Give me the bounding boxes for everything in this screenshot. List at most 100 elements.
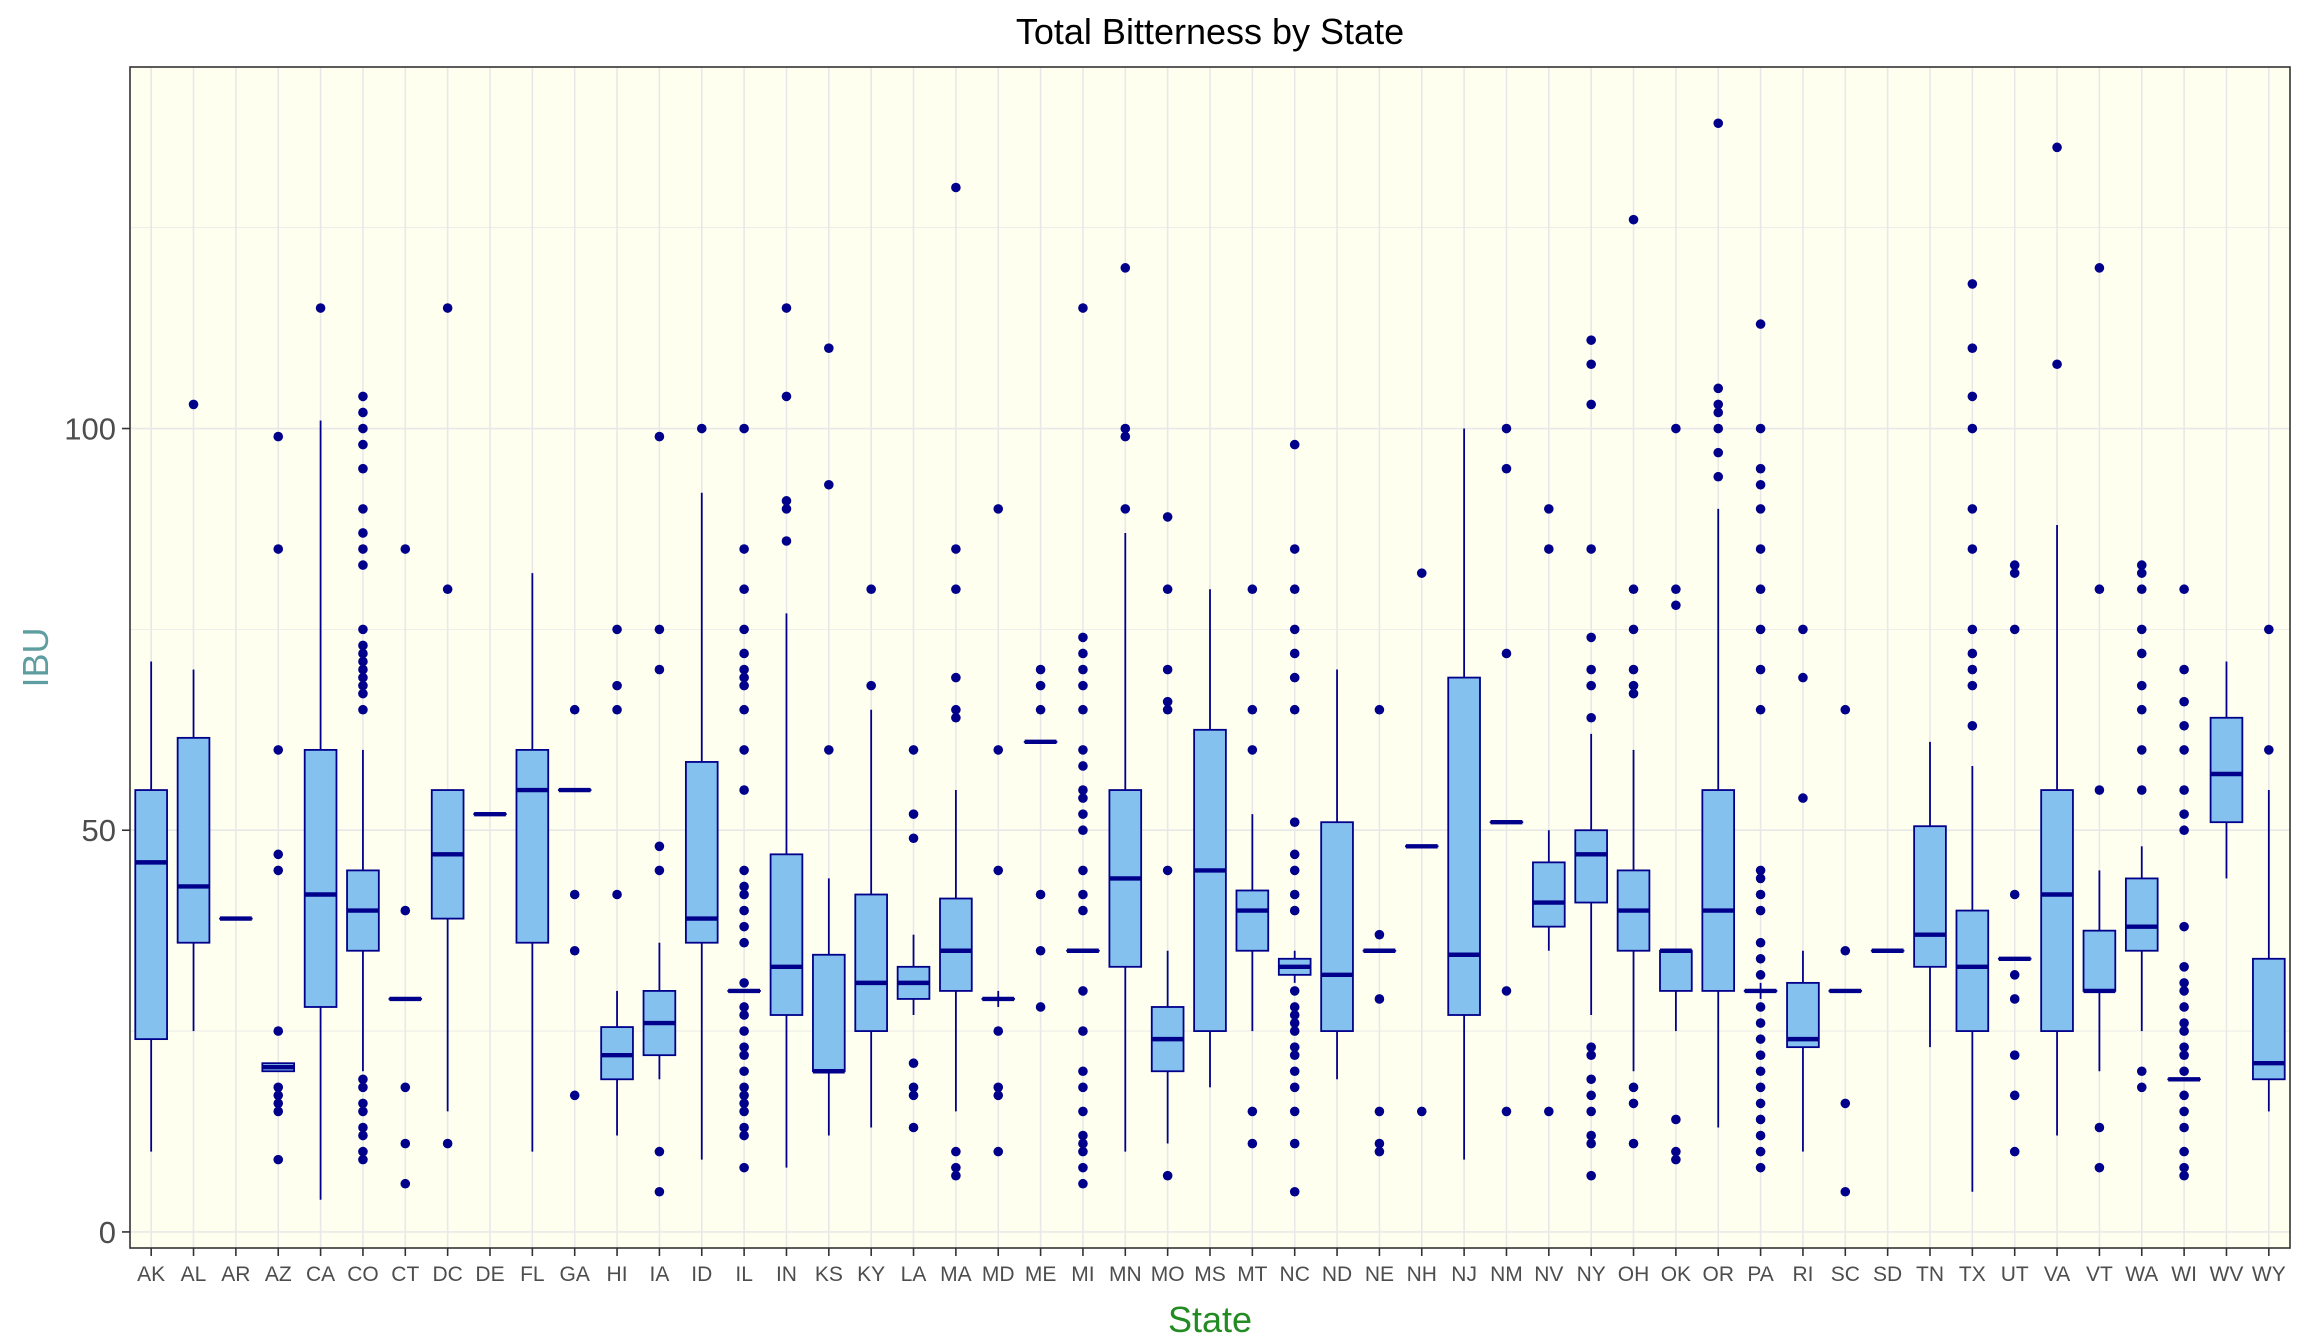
box-DC: [430, 303, 465, 1149]
outlier-point: [358, 1106, 368, 1117]
outlier-point: [2179, 1018, 2189, 1028]
outlier-point: [1586, 544, 1596, 554]
outlier-point: [739, 1162, 749, 1173]
outlier-point: [1289, 865, 1300, 876]
outlier-point: [1628, 214, 1639, 225]
outlier-point: [1289, 1026, 1300, 1036]
outlier-point: [739, 704, 749, 715]
outlier-point: [2179, 986, 2189, 996]
x-tick-label: LA: [901, 1263, 927, 1286]
outlier-point: [1078, 745, 1088, 755]
outlier-point: [1247, 745, 1258, 755]
outlier-point: [1374, 1138, 1385, 1149]
outlier-point: [2179, 1042, 2189, 1052]
x-tick-label: OK: [1661, 1263, 1691, 1286]
outlier-point: [1755, 1114, 1766, 1125]
outlier-point: [1247, 1106, 1258, 1117]
outlier-point: [739, 1082, 749, 1093]
outlier-point: [1755, 704, 1766, 715]
y-tick-label: 50: [82, 813, 116, 848]
box-KY: [854, 584, 888, 1128]
outlier-point: [993, 504, 1004, 514]
box-FL: [515, 573, 550, 1152]
outlier-point: [2179, 745, 2189, 755]
outlier-point: [2179, 1090, 2189, 1101]
outlier-point: [2179, 1066, 2189, 1077]
outlier-point: [1544, 1106, 1554, 1117]
box-IN: [769, 303, 804, 1168]
outlier-point: [358, 504, 368, 514]
outlier-point: [2179, 584, 2189, 595]
outlier-point: [739, 1106, 749, 1117]
outlier-point: [1713, 447, 1724, 458]
box-body: [2040, 789, 2074, 1032]
outlier-point: [951, 182, 961, 193]
outlier-point: [951, 704, 961, 715]
box-GA: [557, 704, 592, 1101]
outlier-point: [273, 1154, 284, 1165]
outlier-point: [1289, 817, 1300, 827]
box-MN: [1108, 263, 1143, 1152]
outlier-point: [1967, 343, 1978, 353]
outlier-point: [993, 745, 1004, 755]
outlier-point: [2009, 1090, 2020, 1101]
outlier-point: [1374, 994, 1385, 1004]
box-SC: [1828, 704, 1863, 1197]
outlier-point: [1755, 1018, 1766, 1028]
outlier-point: [2179, 720, 2189, 731]
x-tick-label: NV: [1534, 1263, 1563, 1286]
box-NH: [1404, 568, 1439, 1117]
outlier-point: [1628, 624, 1639, 635]
outlier-point: [1755, 423, 1766, 434]
box-RI: [1786, 624, 1820, 1152]
x-tick-label: DC: [432, 1263, 462, 1286]
outlier-point: [1374, 929, 1385, 940]
outlier-point: [188, 399, 199, 410]
outlier-point: [1671, 1114, 1681, 1125]
x-tick-label: AK: [137, 1263, 165, 1286]
outlier-point: [1162, 512, 1173, 522]
outlier-point: [2094, 785, 2105, 795]
x-tick-label: WI: [2171, 1263, 2197, 1286]
outlier-point: [2179, 921, 2189, 932]
outlier-point: [1289, 986, 1300, 996]
outlier-point: [1755, 873, 1766, 884]
outlier-point: [1035, 1002, 1046, 1012]
outlier-point: [1120, 423, 1131, 434]
box-NY: [1574, 335, 1608, 1181]
outlier-point: [2179, 1050, 2189, 1060]
outlier-point: [358, 688, 368, 699]
axes-layer: 0 50 100 AK AL AR AZ CA CO CT DC DE FL GA HI IA ID IL IN KS…: [64, 412, 2285, 1286]
outlier-point: [1967, 504, 1978, 514]
y-tick-label: 100: [64, 412, 116, 447]
outlier-point: [2179, 825, 2189, 836]
x-tick-label: AL: [181, 1263, 207, 1286]
outlier-point: [1586, 1130, 1596, 1141]
outlier-point: [358, 664, 368, 675]
outlier-point: [1755, 889, 1766, 900]
x-tick-label: SD: [1873, 1263, 1902, 1286]
box-WA: [2124, 560, 2159, 1093]
outlier-point: [2136, 648, 2147, 659]
outlier-point: [1713, 383, 1724, 394]
outlier-point: [1078, 648, 1088, 659]
outlier-point: [781, 303, 792, 313]
outlier-point: [1078, 704, 1088, 715]
box-body: [515, 748, 550, 944]
outlier-point: [442, 303, 453, 313]
outlier-point: [1586, 1090, 1596, 1101]
outlier-point: [951, 1146, 961, 1157]
outlier-point: [1162, 865, 1173, 876]
x-tick-label: NJ: [1451, 1263, 1477, 1286]
outlier-point: [1289, 624, 1300, 635]
outlier-point: [1713, 118, 1724, 129]
outlier-point: [1078, 1106, 1088, 1117]
outlier-point: [739, 1122, 749, 1133]
box-body: [769, 853, 804, 1016]
outlier-point: [654, 1186, 665, 1197]
outlier-point: [1755, 463, 1766, 474]
outlier-point: [739, 544, 749, 554]
box-body: [2252, 957, 2286, 1081]
x-axis-title: State: [1168, 1299, 1252, 1340]
outlier-point: [1586, 632, 1596, 643]
